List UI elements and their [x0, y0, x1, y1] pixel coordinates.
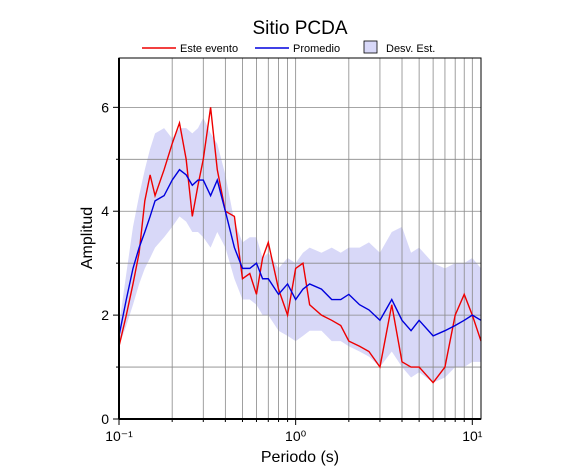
- y-tick-label: 0: [101, 411, 109, 427]
- std-band: [119, 117, 481, 383]
- series-line: [118, 107, 482, 384]
- y-tick-label: 4: [101, 203, 109, 219]
- x-tick-label: 10⁰: [285, 428, 307, 444]
- y-axis-label: Amplitud: [79, 207, 96, 269]
- x-axis-label: Periodo (s): [261, 449, 339, 466]
- x-tick-label: 10¹: [462, 428, 483, 444]
- legend-label: Desv. Est.: [386, 43, 435, 55]
- legend-label: Este evento: [180, 43, 238, 55]
- chart-title: Sitio PCDA: [252, 18, 347, 39]
- y-tick-label: 6: [101, 99, 109, 115]
- legend-label: Promedio: [293, 43, 340, 55]
- x-tick-label: 10⁻¹: [105, 428, 133, 444]
- series-line: [118, 168, 482, 337]
- legend-swatch: [363, 40, 378, 54]
- y-tick-label: 2: [101, 307, 109, 323]
